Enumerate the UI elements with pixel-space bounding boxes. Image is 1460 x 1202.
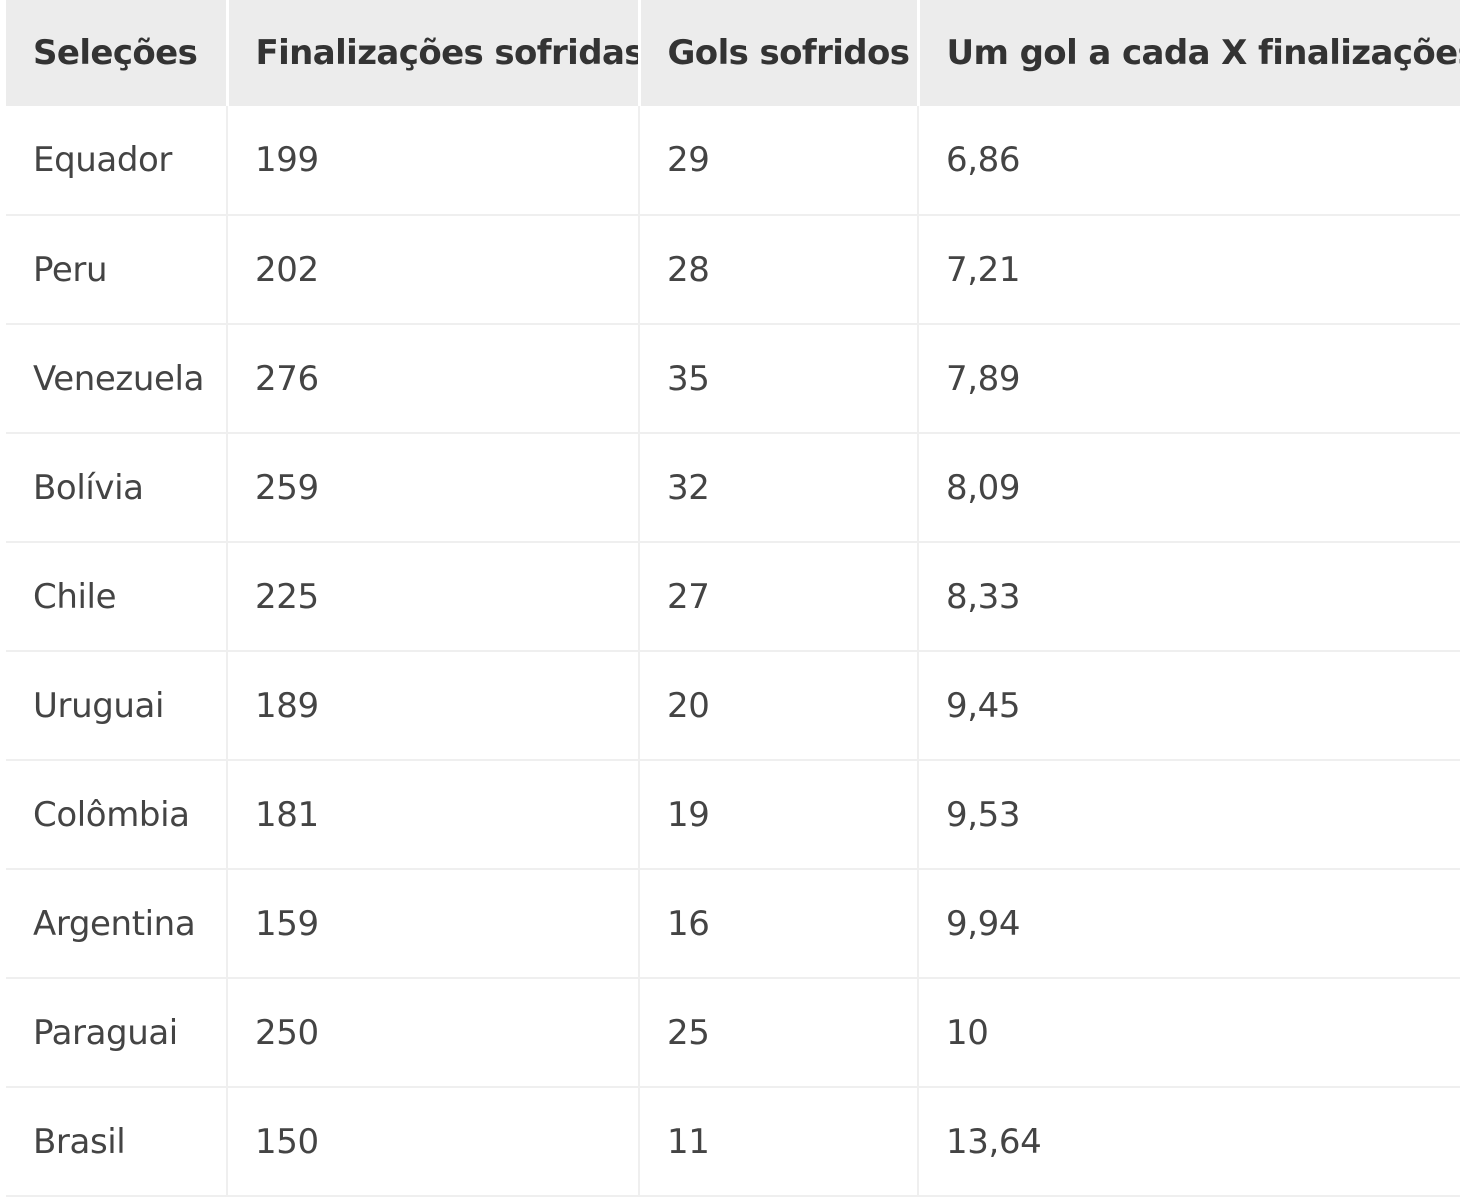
cell-shots-conceded: 150 (227, 1087, 640, 1197)
header-selecoes: Seleções (6, 0, 229, 106)
cell-shots-conceded: 259 (227, 433, 640, 543)
cell-goals-conceded: 27 (639, 542, 919, 652)
cell-shots-conceded: 276 (227, 324, 640, 434)
cell-shots-per-goal: 6,86 (918, 106, 1460, 216)
stats-table-container: Seleções Finalizações sofridas Gols sofr… (6, 0, 1460, 1197)
cell-shots-per-goal: 9,94 (918, 869, 1460, 979)
table-row: Equador 199 29 6,86 (6, 106, 1460, 216)
cell-team: Chile (6, 542, 228, 652)
table-row: Uruguai 189 20 9,45 (6, 651, 1460, 761)
cell-shots-per-goal: 8,33 (918, 542, 1460, 652)
cell-team: Peru (6, 215, 228, 325)
cell-goals-conceded: 20 (639, 651, 919, 761)
cell-goals-conceded: 19 (639, 760, 919, 870)
table-row: Peru 202 28 7,21 (6, 215, 1460, 325)
cell-team: Equador (6, 106, 228, 216)
cell-goals-conceded: 29 (639, 106, 919, 216)
header-gols-sofridos: Gols sofridos (639, 0, 920, 106)
table-row: Argentina 159 16 9,94 (6, 869, 1460, 979)
cell-shots-conceded: 181 (227, 760, 640, 870)
cell-goals-conceded: 28 (639, 215, 919, 325)
header-gol-a-cada-x: Um gol a cada X finalizações (918, 0, 1460, 106)
cell-team: Venezuela (6, 324, 228, 434)
cell-shots-per-goal: 10 (918, 978, 1460, 1088)
cell-shots-per-goal: 9,45 (918, 651, 1460, 761)
table-row: Bolívia 259 32 8,09 (6, 433, 1460, 543)
table-row: Venezuela 276 35 7,89 (6, 324, 1460, 434)
cell-team: Uruguai (6, 651, 228, 761)
cell-team: Bolívia (6, 433, 228, 543)
cell-goals-conceded: 35 (639, 324, 919, 434)
table-row: Chile 225 27 8,33 (6, 542, 1460, 652)
cell-team: Brasil (6, 1087, 228, 1197)
cell-team: Colômbia (6, 760, 228, 870)
cell-team: Argentina (6, 869, 228, 979)
table-row: Paraguai 250 25 10 (6, 978, 1460, 1088)
cell-goals-conceded: 32 (639, 433, 919, 543)
table-row: Colômbia 181 19 9,53 (6, 760, 1460, 870)
cell-shots-conceded: 199 (227, 106, 640, 216)
header-row: Seleções Finalizações sofridas Gols sofr… (6, 0, 1460, 106)
cell-shots-per-goal: 9,53 (918, 760, 1460, 870)
cell-goals-conceded: 25 (639, 978, 919, 1088)
cell-shots-per-goal: 7,21 (918, 215, 1460, 325)
stats-table: Seleções Finalizações sofridas Gols sofr… (6, 0, 1460, 1197)
cell-shots-conceded: 189 (227, 651, 640, 761)
table-row: Brasil 150 11 13,64 (6, 1087, 1460, 1197)
cell-shots-conceded: 250 (227, 978, 640, 1088)
cell-shots-conceded: 225 (227, 542, 640, 652)
cell-shots-per-goal: 13,64 (918, 1087, 1460, 1197)
cell-goals-conceded: 16 (639, 869, 919, 979)
header-finalizacoes-sofridas: Finalizações sofridas (227, 0, 641, 106)
cell-team: Paraguai (6, 978, 228, 1088)
table-header: Seleções Finalizações sofridas Gols sofr… (6, 0, 1460, 106)
cell-shots-conceded: 202 (227, 215, 640, 325)
cell-shots-conceded: 159 (227, 869, 640, 979)
cell-shots-per-goal: 8,09 (918, 433, 1460, 543)
table-body: Equador 199 29 6,86 Peru 202 28 7,21 Ven… (6, 106, 1460, 1197)
cell-shots-per-goal: 7,89 (918, 324, 1460, 434)
cell-goals-conceded: 11 (639, 1087, 919, 1197)
